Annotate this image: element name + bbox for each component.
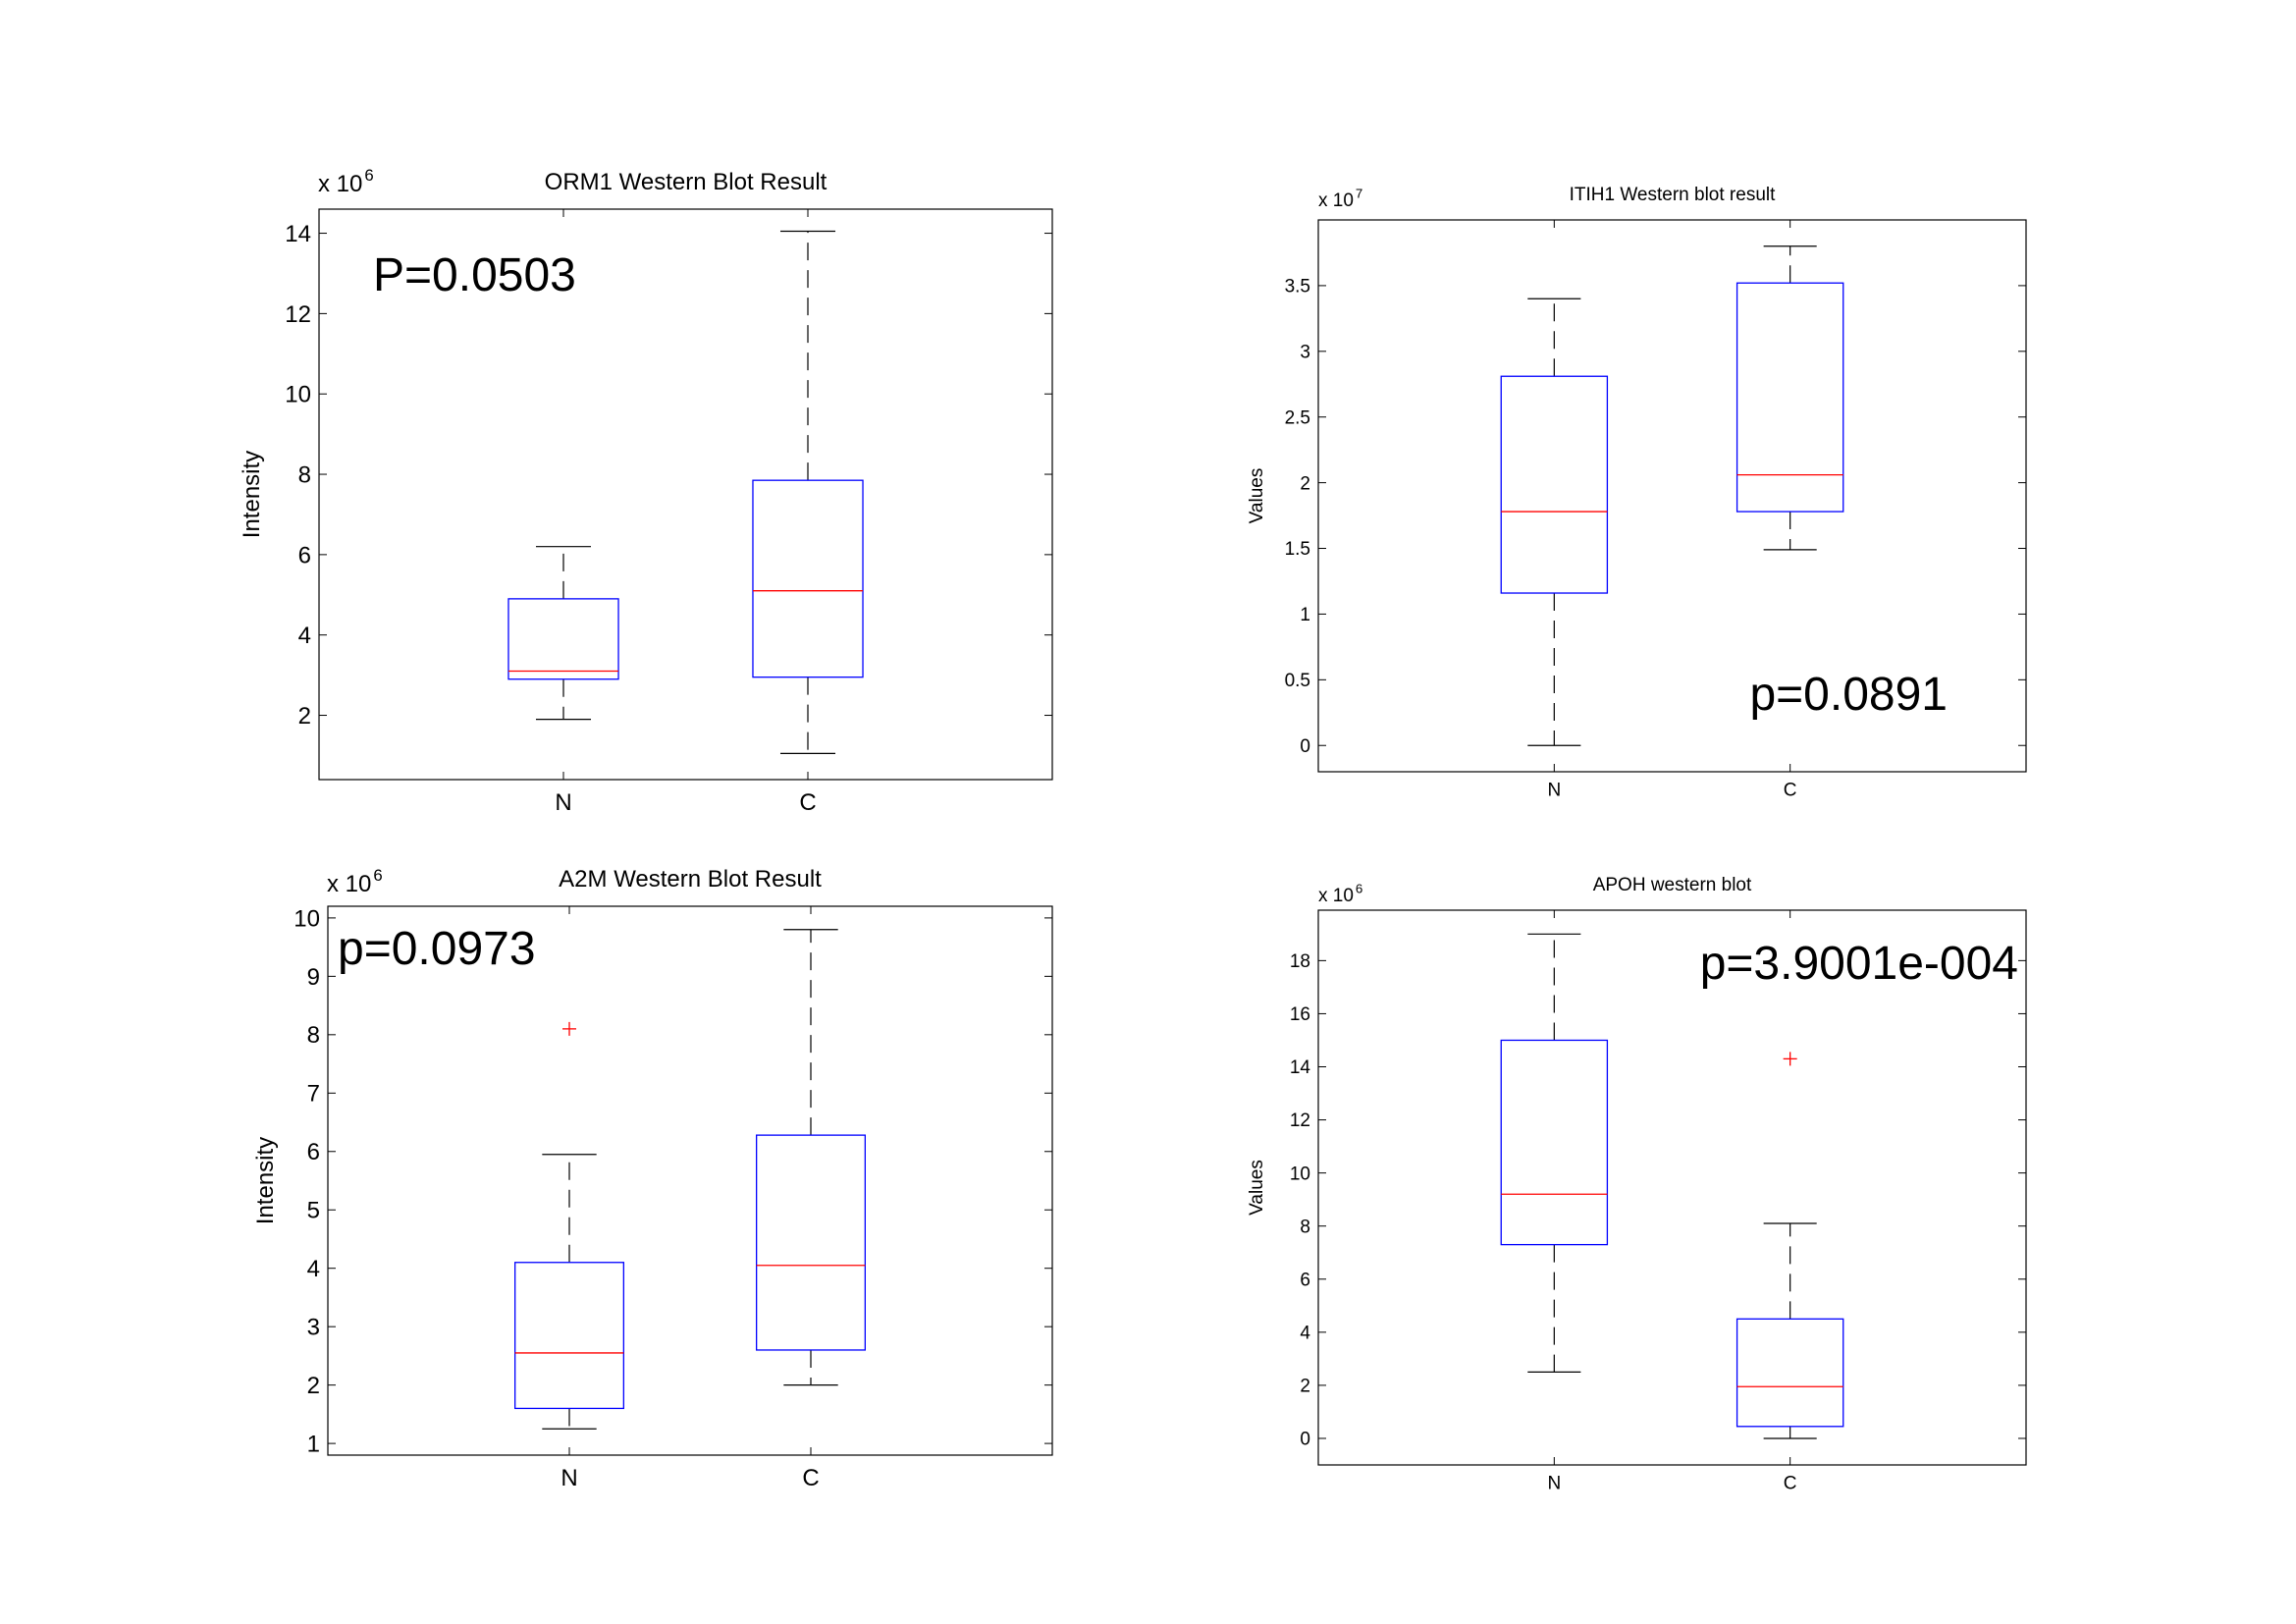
- y-tick-label: 1: [307, 1432, 320, 1458]
- y-tick-label: 8: [1300, 1217, 1310, 1237]
- axes-frame: [1317, 219, 2027, 773]
- p-value-annotation: p=3.9001e-004: [1700, 938, 2018, 990]
- y-axis-ticks: 1 2 3 4 5 6 7 8 9 10: [294, 905, 1052, 1458]
- x-tick-label: C: [802, 1465, 819, 1491]
- y-exponent-label: x 10 6: [1318, 881, 1362, 906]
- y-tick-label: 9: [307, 964, 320, 991]
- panel-apoh: APOH western blot x 10 6 Values p=3.9001e…: [1247, 875, 2027, 1494]
- y-exponent-label: x 10 7: [1318, 186, 1362, 211]
- y-tick-label: 3: [307, 1315, 320, 1341]
- y-tick-label: 2: [298, 703, 311, 730]
- y-axis-label: Values: [1247, 468, 1267, 524]
- y-exponent-power: 6: [373, 866, 382, 885]
- axes-frame: [327, 905, 1053, 1456]
- box-iqr: [1735, 282, 1844, 513]
- y-exponent-label: x 10 6: [327, 866, 383, 897]
- y-exponent-power: 6: [364, 166, 373, 185]
- y-axis-ticks: 0 2 4 6 8 10 12 14 16 18: [1290, 951, 2026, 1450]
- box-iqr: [1735, 1318, 1844, 1428]
- y-axis-label: Values: [1247, 1160, 1267, 1216]
- y-tick-label: 10: [294, 905, 320, 932]
- panel-orm1: ORM1 Western Blot Result x 10 6 Intensity…: [239, 166, 1053, 816]
- box-iqr: [756, 1134, 867, 1351]
- y-tick-label: 2: [307, 1373, 320, 1399]
- y-exponent-power: 7: [1356, 186, 1362, 200]
- x-tick-label: N: [1547, 1474, 1561, 1494]
- y-tick-label: 12: [1290, 1110, 1310, 1131]
- y-axis-ticks: 0 0.5 1 1.5 2 2.5 3 3.5: [1285, 277, 2026, 757]
- y-exponent-prefix: x 10: [1318, 886, 1354, 906]
- box-iqr: [507, 598, 619, 680]
- y-tick-label: 1.5: [1285, 539, 1310, 560]
- x-tick-label: C: [1784, 1474, 1797, 1494]
- y-exponent-prefix: x 10: [318, 171, 362, 197]
- y-tick-label: 10: [1290, 1164, 1310, 1184]
- y-exponent-prefix: x 10: [327, 871, 371, 897]
- y-tick-label: 4: [298, 623, 311, 649]
- y-tick-label: 5: [307, 1198, 320, 1224]
- axes-frame: [318, 208, 1053, 781]
- y-tick-label: 6: [307, 1139, 320, 1165]
- y-axis-ticks: 2 4 6 8 10 12 14: [285, 221, 1052, 730]
- chart-title: ORM1 Western Blot Result: [545, 169, 828, 195]
- box-iqr: [1500, 1039, 1609, 1246]
- y-exponent-prefix: x 10: [1318, 190, 1354, 211]
- chart-title: APOH western blot: [1593, 875, 1752, 895]
- y-tick-label: 3: [1300, 342, 1310, 362]
- outlier-marker: [1783, 1052, 1797, 1066]
- y-tick-label: 7: [307, 1081, 320, 1108]
- box-iqr: [1500, 375, 1609, 594]
- y-tick-label: 2.5: [1285, 407, 1310, 428]
- y-exponent-power: 6: [1356, 881, 1362, 895]
- panel-itih1: ITIH1 Western blot result x 10 7 Values p…: [1247, 185, 2027, 801]
- y-tick-label: 14: [285, 221, 311, 247]
- box-iqr: [752, 479, 864, 678]
- x-tick-label: N: [555, 789, 571, 816]
- y-tick-label: 2: [1300, 473, 1310, 494]
- y-tick-label: 0: [1300, 736, 1310, 757]
- y-tick-label: 2: [1300, 1377, 1310, 1397]
- chart-title: A2M Western Blot Result: [559, 866, 822, 893]
- p-value-annotation: p=0.0891: [1749, 669, 1948, 721]
- y-tick-label: 18: [1290, 951, 1310, 972]
- y-tick-label: 3.5: [1285, 277, 1310, 298]
- y-tick-label: 6: [298, 542, 311, 568]
- y-axis-label: Intensity: [252, 1137, 279, 1224]
- y-tick-label: 0: [1300, 1430, 1310, 1450]
- y-tick-label: 4: [1300, 1323, 1310, 1343]
- y-tick-label: 8: [307, 1022, 320, 1049]
- y-axis-label: Intensity: [239, 451, 265, 538]
- box-iqr: [514, 1262, 625, 1410]
- y-tick-label: 1: [1300, 605, 1310, 625]
- y-tick-label: 12: [285, 301, 311, 328]
- x-tick-label: C: [1784, 781, 1797, 801]
- y-tick-label: 14: [1290, 1057, 1311, 1078]
- y-tick-label: 10: [285, 382, 311, 408]
- p-value-annotation: P=0.0503: [373, 249, 576, 301]
- x-tick-label: C: [799, 789, 816, 816]
- y-tick-label: 6: [1300, 1270, 1310, 1290]
- chart-title: ITIH1 Western blot result: [1570, 185, 1777, 205]
- y-exponent-label: x 10 6: [318, 166, 374, 197]
- panel-a2m: A2M Western Blot Result x 10 6 Intensity …: [252, 866, 1053, 1491]
- y-tick-label: 4: [307, 1256, 320, 1282]
- y-tick-label: 0.5: [1285, 671, 1310, 691]
- outlier-marker: [562, 1021, 576, 1036]
- x-tick-label: N: [1547, 781, 1561, 801]
- y-tick-label: 16: [1290, 1004, 1310, 1025]
- axes-frame: [1317, 909, 2027, 1466]
- p-value-annotation: p=0.0973: [338, 923, 536, 975]
- x-tick-label: N: [561, 1465, 577, 1491]
- y-tick-label: 8: [298, 461, 311, 488]
